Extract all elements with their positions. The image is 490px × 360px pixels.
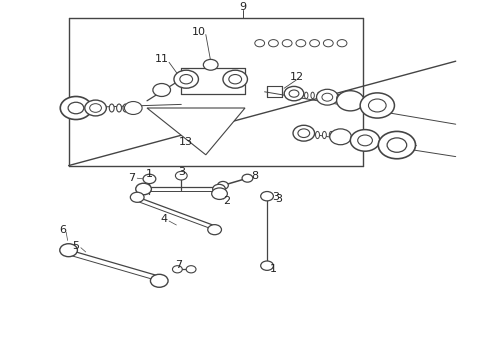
Circle shape: [213, 184, 225, 194]
Ellipse shape: [362, 99, 366, 106]
Circle shape: [284, 86, 304, 101]
Ellipse shape: [305, 92, 308, 99]
Ellipse shape: [337, 95, 342, 104]
Ellipse shape: [117, 104, 122, 112]
Circle shape: [90, 104, 101, 112]
Circle shape: [124, 102, 142, 114]
Text: 10: 10: [192, 27, 205, 37]
Circle shape: [350, 130, 380, 151]
Ellipse shape: [109, 104, 114, 112]
Circle shape: [180, 75, 193, 84]
Ellipse shape: [123, 104, 128, 112]
Ellipse shape: [379, 139, 383, 146]
Text: 6: 6: [59, 225, 66, 235]
Circle shape: [323, 40, 333, 47]
Text: 4: 4: [161, 214, 168, 224]
Circle shape: [229, 75, 242, 84]
Circle shape: [378, 131, 416, 159]
Text: 9: 9: [239, 2, 246, 12]
Circle shape: [296, 40, 306, 47]
Circle shape: [153, 84, 171, 96]
Circle shape: [255, 40, 265, 47]
Circle shape: [208, 225, 221, 235]
Circle shape: [360, 93, 394, 118]
Circle shape: [293, 125, 315, 141]
Circle shape: [282, 40, 292, 47]
Text: 13: 13: [179, 137, 193, 147]
Text: 1: 1: [270, 264, 277, 274]
Text: 3: 3: [272, 192, 279, 202]
Text: 2: 2: [223, 196, 230, 206]
Circle shape: [242, 174, 253, 182]
Circle shape: [337, 91, 364, 111]
Text: 1: 1: [146, 168, 153, 179]
Circle shape: [269, 40, 278, 47]
Ellipse shape: [311, 92, 315, 99]
Ellipse shape: [316, 131, 319, 139]
Ellipse shape: [318, 92, 320, 99]
Circle shape: [203, 59, 218, 70]
Text: 3: 3: [178, 167, 185, 177]
Circle shape: [223, 70, 247, 88]
Text: 7: 7: [128, 173, 135, 183]
Circle shape: [310, 40, 319, 47]
Circle shape: [130, 192, 144, 202]
Ellipse shape: [351, 135, 355, 142]
Circle shape: [60, 244, 77, 257]
Circle shape: [261, 261, 273, 270]
Circle shape: [150, 274, 168, 287]
Circle shape: [186, 266, 196, 273]
Circle shape: [68, 102, 84, 114]
Circle shape: [172, 266, 182, 273]
Circle shape: [298, 129, 310, 138]
Circle shape: [358, 135, 372, 146]
Ellipse shape: [322, 131, 326, 139]
Circle shape: [136, 183, 151, 195]
Text: 7: 7: [175, 260, 182, 270]
Circle shape: [337, 40, 347, 47]
Circle shape: [289, 90, 299, 97]
Polygon shape: [147, 108, 245, 155]
Circle shape: [387, 138, 407, 152]
Circle shape: [317, 89, 338, 105]
Ellipse shape: [329, 131, 333, 139]
Circle shape: [218, 181, 228, 189]
Circle shape: [60, 96, 92, 120]
Circle shape: [174, 70, 198, 88]
Circle shape: [212, 188, 227, 199]
Circle shape: [143, 174, 156, 184]
Text: 11: 11: [155, 54, 169, 64]
Circle shape: [261, 192, 273, 201]
Text: 8: 8: [251, 171, 258, 181]
Circle shape: [330, 129, 351, 145]
Circle shape: [368, 99, 386, 112]
Circle shape: [175, 171, 187, 180]
Circle shape: [85, 100, 106, 116]
Circle shape: [322, 93, 333, 101]
Text: 12: 12: [290, 72, 303, 82]
Text: 3: 3: [275, 194, 282, 204]
Text: 5: 5: [73, 240, 79, 251]
